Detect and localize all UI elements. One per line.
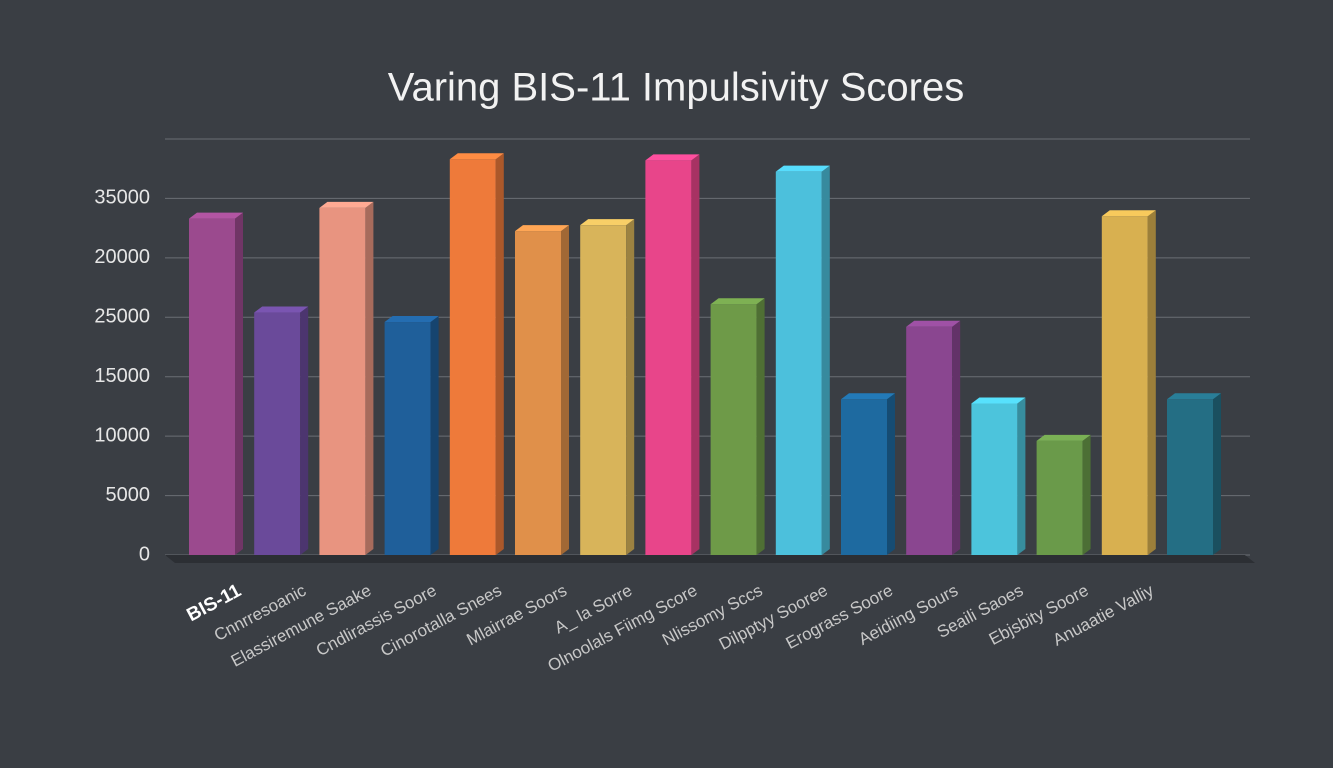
bar-top (971, 397, 1026, 404)
bar-side (1147, 210, 1156, 555)
bar-top (775, 165, 830, 172)
bar-side (887, 393, 895, 555)
bar-top (254, 306, 309, 313)
bar (189, 212, 243, 556)
y-tick-label: 10000 (94, 424, 150, 446)
bar-top (384, 316, 439, 323)
bar (971, 397, 1026, 555)
bar-top (449, 153, 504, 160)
bar (384, 316, 439, 555)
y-tick-label: 20000 (94, 246, 150, 268)
bar (580, 219, 635, 555)
bar-front (1167, 399, 1213, 555)
bar-front (841, 399, 887, 555)
bar (645, 154, 700, 555)
bar-side (1017, 397, 1026, 555)
bar-side (495, 153, 504, 555)
bar-front (449, 159, 496, 555)
bar (254, 306, 309, 555)
bar (775, 165, 830, 555)
bar (1167, 393, 1221, 555)
bar-front (971, 403, 1018, 555)
y-tick-label: 35000 (94, 187, 150, 209)
bar-front (775, 171, 822, 555)
bar-front (254, 312, 301, 555)
bar-side (561, 225, 569, 555)
bar (906, 320, 961, 555)
bar-front (906, 326, 953, 555)
bar-top (841, 393, 895, 400)
bar-front (1101, 216, 1148, 555)
bar-top (1101, 210, 1156, 217)
bar-top (319, 201, 374, 208)
bar-side (1213, 393, 1221, 555)
bar-side (626, 219, 635, 555)
y-tick-label: 5000 (106, 484, 151, 506)
bar-side (1082, 434, 1091, 555)
bar-side (691, 154, 700, 555)
y-tick-label: 0 (139, 543, 150, 565)
floor (165, 555, 1255, 563)
bar (449, 153, 504, 555)
bar-front (1036, 440, 1083, 555)
y-tick-label: 25000 (94, 306, 150, 328)
bar-side (300, 306, 309, 555)
bar-side (430, 316, 439, 555)
bar-top (515, 225, 569, 232)
bar-side (821, 165, 830, 555)
bar-front (319, 207, 366, 556)
bar-front (710, 304, 757, 555)
bar-side (756, 298, 765, 555)
bar (841, 393, 895, 555)
bar-side (365, 201, 374, 556)
bar-front (515, 231, 561, 555)
bar-top (580, 219, 635, 226)
bar-front (384, 322, 431, 555)
chart-title: Varing BIS-11 Impulsivity Scores (388, 66, 965, 110)
bar (515, 225, 569, 555)
bar (319, 201, 374, 556)
bar-top (645, 154, 700, 161)
bar-top (710, 298, 765, 305)
bar (1101, 210, 1156, 555)
bar-top (906, 320, 961, 327)
bar (1036, 434, 1091, 555)
bar-front (645, 160, 692, 555)
bar-top (1167, 393, 1221, 400)
bar-top (1036, 434, 1091, 441)
bar-side (952, 320, 961, 555)
bar (710, 298, 765, 555)
bar-front (580, 225, 627, 555)
bar-top (189, 212, 243, 219)
bar-front (189, 218, 235, 556)
bar-side (235, 212, 243, 556)
y-tick-label: 15000 (94, 365, 150, 387)
